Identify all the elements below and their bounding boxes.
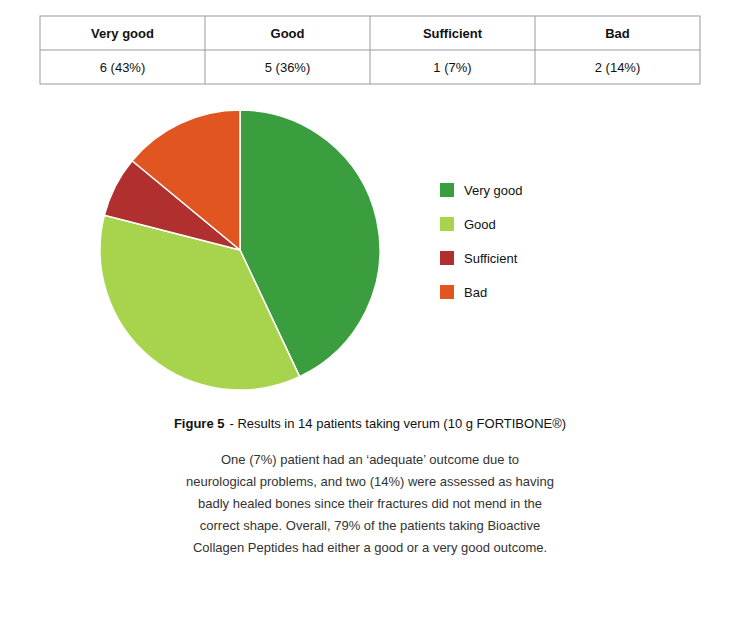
title: Figure 5 [174,416,225,431]
legend-label: Good [464,217,496,232]
table-divider [205,16,206,84]
table-divider [535,16,536,84]
legend-label: Bad [464,285,487,300]
legend-swatch [440,251,454,265]
table-header: Sufficient [423,26,483,41]
subtitle: - Results in 14 patients taking verum (1… [229,416,566,431]
table-value: 2 (14%) [595,60,641,75]
pie-slice [132,110,240,250]
legend-item: Sufficient [440,251,518,266]
table-border [40,16,700,84]
table-header: Bad [605,26,630,41]
table-header: Very good [91,26,154,41]
body-text: Collagen Peptides had either a good or a… [193,540,547,555]
legend-item: Good [440,217,496,232]
caption: Figure 5 - Results in 14 patients taking … [174,416,566,431]
pie-slice [100,215,300,390]
pie [100,110,380,390]
legend-label: Sufficient [464,251,518,266]
chart: Very good Good Sufficient Bad 6 (43%) 5 (36%)… [0,0,740,620]
legend-item: Bad [440,285,487,300]
table-divider [370,16,371,84]
table-value: 6 (43%) [100,60,146,75]
table-header: Good [271,26,305,41]
body-text: correct shape. Overall, 79% of the patie… [200,518,540,533]
legend: Very good Good Sufficient Bad [440,183,523,300]
table: Very good Good Sufficient Bad 6 (43%) 5 (36%)… [40,16,700,84]
legend-label: Very good [464,183,523,198]
table-value: 1 (7%) [433,60,471,75]
legend-swatch [440,285,454,299]
legend-item: Very good [440,183,523,198]
body-text: neurological problems, and two (14%) wer… [186,474,554,489]
body-text: One (7%) patient had an ‘adequate’ outco… [221,452,519,467]
legend-swatch [440,217,454,231]
table-value: 5 (36%) [265,60,311,75]
body-text: badly healed bones since their fractures… [198,496,542,511]
page: {"chart_data": {"type": "pie", "title": … [0,0,740,620]
legend-swatch [440,183,454,197]
